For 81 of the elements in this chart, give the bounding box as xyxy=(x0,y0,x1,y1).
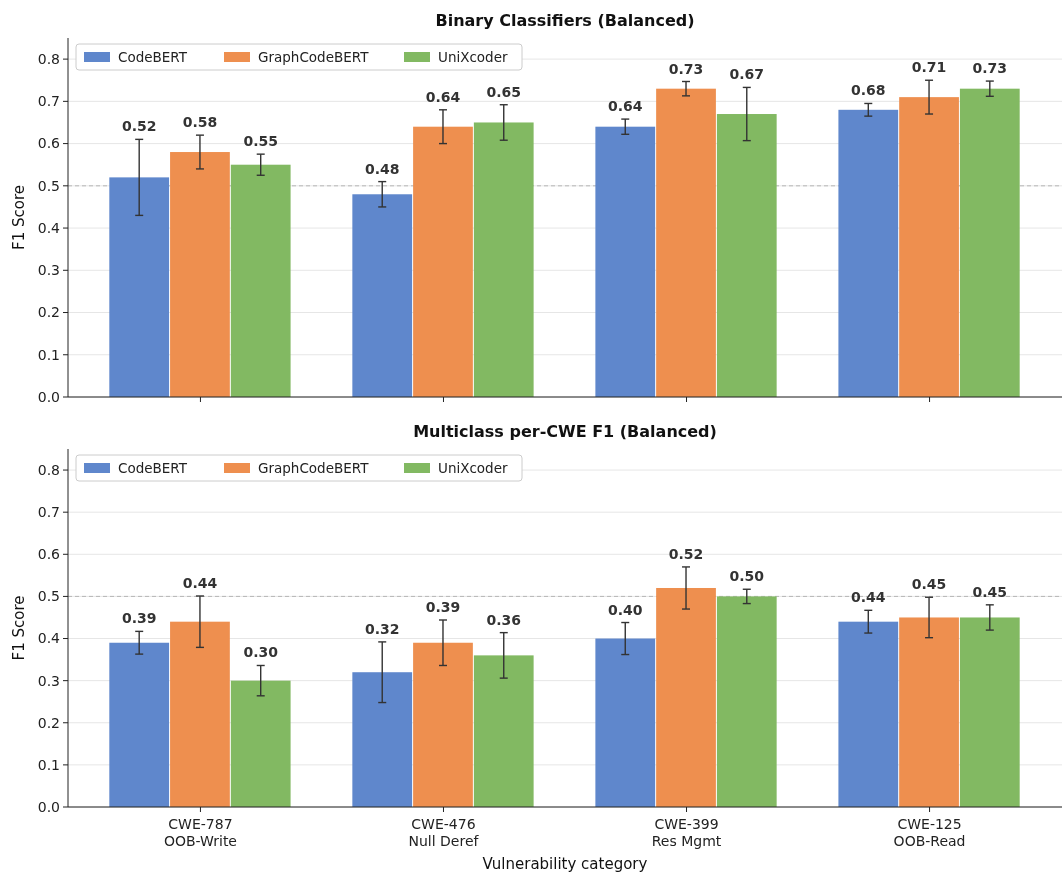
bar xyxy=(656,88,716,397)
y-tick-label: 0.4 xyxy=(37,630,61,647)
y-tick-label: 0.0 xyxy=(37,388,60,405)
data-label: 0.65 xyxy=(486,83,522,100)
legend-label: CodeBERT xyxy=(118,459,188,476)
y-tick-label: 0.6 xyxy=(37,546,61,563)
bar xyxy=(170,152,230,397)
y-tick-label: 0.7 xyxy=(37,504,60,521)
data-label: 0.30 xyxy=(243,644,279,661)
y-axis-title: F1 Score xyxy=(10,185,28,250)
y-tick-label: 0.8 xyxy=(37,51,60,68)
data-label: 0.52 xyxy=(121,118,157,135)
bar xyxy=(595,126,656,397)
bar xyxy=(109,642,170,807)
bar xyxy=(656,587,716,807)
data-label: 0.39 xyxy=(425,599,461,615)
y-axis-title: F1 Score xyxy=(10,595,28,661)
y-tick-label: 0.2 xyxy=(37,714,60,731)
data-label: 0.44 xyxy=(182,574,218,591)
legend-label: CodeBERT xyxy=(118,48,188,65)
bar xyxy=(230,164,291,397)
data-label: 0.45 xyxy=(972,583,1008,600)
legend-label: GraphCodeBERT xyxy=(258,459,370,476)
y-tick-label: 0.8 xyxy=(37,461,60,478)
data-label: 0.55 xyxy=(243,133,278,150)
data-label: 0.45 xyxy=(911,576,947,593)
bar xyxy=(352,194,413,397)
x-tick-label: CWE-399 Res Mgmt xyxy=(651,816,722,849)
data-label: 0.68 xyxy=(851,82,886,99)
y-tick-label: 0.5 xyxy=(37,588,60,605)
x-axis-title: Vulnerability category xyxy=(482,855,648,873)
bar xyxy=(473,655,534,807)
bar xyxy=(230,680,291,807)
bar xyxy=(170,621,230,807)
bar xyxy=(716,114,777,397)
bar xyxy=(959,88,1020,397)
data-label: 0.64 xyxy=(425,88,461,105)
y-tick-label: 0.1 xyxy=(37,756,60,773)
data-label: 0.48 xyxy=(364,160,400,177)
y-tick-label: 0.3 xyxy=(37,672,60,689)
data-label: 0.71 xyxy=(911,59,947,76)
x-tick-label: CWE-787 OOB-Write xyxy=(163,816,237,849)
bar xyxy=(716,596,777,807)
data-label: 0.64 xyxy=(607,98,643,115)
legend-label: UniXcoder xyxy=(438,48,508,65)
legend-label: GraphCodeBERT xyxy=(258,48,370,65)
bar xyxy=(413,642,473,807)
data-label: 0.58 xyxy=(182,114,218,131)
chart-title: Binary Classifiers (Balanced) xyxy=(435,11,695,30)
bar xyxy=(959,617,1020,807)
bar xyxy=(838,109,899,397)
x-tick-label: CWE-476 Null Deref xyxy=(408,816,480,849)
y-tick-label: 0.5 xyxy=(37,177,60,194)
y-tick-label: 0.2 xyxy=(37,304,60,321)
bar xyxy=(838,621,899,807)
y-tick-label: 0.1 xyxy=(37,346,60,363)
bar xyxy=(473,122,534,397)
data-label: 0.39 xyxy=(121,610,157,627)
data-label: 0.40 xyxy=(607,601,643,618)
y-tick-label: 0.3 xyxy=(37,262,60,279)
bar xyxy=(413,126,473,397)
data-label: 0.32 xyxy=(364,620,400,637)
chart-title: Multiclass per-CWE F1 (Balanced) xyxy=(413,422,717,441)
data-label: 0.50 xyxy=(729,568,765,585)
data-label: 0.36 xyxy=(486,611,522,628)
bar xyxy=(109,177,170,397)
y-tick-label: 0.0 xyxy=(37,798,60,815)
bar xyxy=(595,638,656,807)
x-tick-label: CWE-125 OOB-Read xyxy=(893,816,966,849)
data-label: 0.67 xyxy=(729,66,765,83)
legend-label: UniXcoder xyxy=(438,459,508,476)
bar xyxy=(899,617,959,807)
data-label: 0.52 xyxy=(668,545,704,562)
bar xyxy=(352,672,413,807)
data-label: 0.44 xyxy=(851,589,886,606)
data-label: 0.73 xyxy=(668,60,704,77)
data-label: 0.73 xyxy=(972,60,1008,77)
y-tick-label: 0.7 xyxy=(37,93,60,110)
y-tick-label: 0.6 xyxy=(37,135,61,152)
bar xyxy=(899,97,959,397)
y-tick-label: 0.4 xyxy=(37,219,61,236)
